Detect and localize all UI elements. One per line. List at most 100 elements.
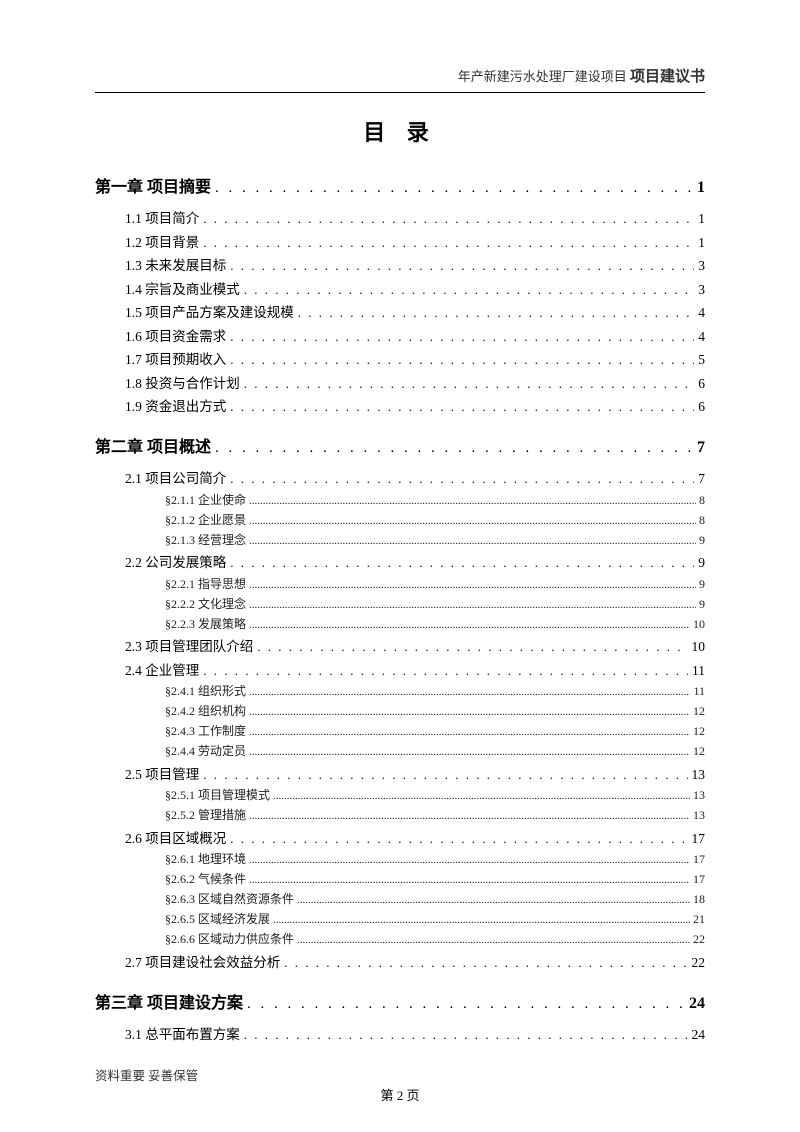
toc-entry-page: 12 [693,704,705,719]
toc-entry-label: §2.6.6 区域动力供应条件 [165,930,294,947]
toc-leader: . . . . . . . . . . . . . . . . . . . . … [230,555,694,571]
header-doc-type: 项目建议书 [630,69,705,85]
toc-entry: §2.2.1 指导思想.............................… [165,575,705,592]
toc-entry: §2.4.3 工作制度.............................… [165,722,705,739]
toc-leader: ........................................… [249,686,690,698]
toc-leader: . . . . . . . . . . . . . . . . . . . . … [230,258,694,274]
toc-entry-label: 第三章 项目建设方案 [95,989,243,1013]
toc-leader: . . . . . . . . . . . . . . . . . . . . … [203,663,688,679]
toc-entry: 第三章 项目建设方案. . . . . . . . . . . . . . . … [95,989,705,1013]
toc-entry: 1.2 项目背景. . . . . . . . . . . . . . . . … [125,231,705,251]
toc-leader: ........................................… [249,579,696,591]
toc-entry-page: 11 [693,684,705,699]
toc-leader: ........................................… [249,599,696,611]
toc-entry-page: 12 [693,724,705,739]
toc-entry-label: §2.2.2 文化理念 [165,595,246,612]
toc-entry-label: §2.6.2 气候条件 [165,870,246,887]
toc-entry: §2.2.2 文化理念.............................… [165,595,705,612]
toc-entry-page: 1 [697,179,705,197]
toc-entry-page: 9 [699,577,705,592]
toc-entry-page: 5 [698,352,705,368]
toc-leader: . . . . . . . . . . . . . . . . . . . . … [230,399,694,415]
toc-entry: 1.5 项目产品方案及建设规模. . . . . . . . . . . . .… [125,301,705,321]
toc-entry: §2.4.1 组织形式.............................… [165,682,705,699]
toc-entry: 1.3 未来发展目标. . . . . . . . . . . . . . . … [125,254,705,274]
toc-entry-page: 22 [692,955,706,971]
header-project-name: 年产新建污水处理厂建设项目 [458,69,627,84]
toc-entry-label: §2.1.2 企业愿景 [165,511,246,528]
toc-entry-page: 22 [693,932,705,947]
toc-entry-page: 21 [693,912,705,927]
toc-entry: §2.1.1 企业使命.............................… [165,491,705,508]
toc-entry: §2.4.2 组织机构.............................… [165,702,705,719]
toc-entry-label: 第二章 项目概述 [95,433,211,457]
toc-entry: 1.9 资金退出方式. . . . . . . . . . . . . . . … [125,395,705,415]
toc-leader: . . . . . . . . . . . . . . . . . . . . … [244,1027,688,1043]
toc-entry-page: 9 [699,533,705,548]
toc-entry-label: §2.4.2 组织机构 [165,702,246,719]
toc-entry-page: 3 [698,282,705,298]
toc-entry: §2.5.1 项目管理模式...........................… [165,786,705,803]
toc-entry: 2.6 项目区域概况. . . . . . . . . . . . . . . … [125,827,705,847]
toc-entry-page: 1 [698,235,705,251]
toc-entry-page: 24 [692,1027,706,1043]
toc-leader: . . . . . . . . . . . . . . . . . . . . … [203,767,687,783]
toc-leader: . . . . . . . . . . . . . . . . . . . . … [215,440,693,457]
toc-leader: ........................................… [249,706,690,718]
toc-leader: ........................................… [273,914,690,926]
toc-entry-label: 1.8 投资与合作计划 [125,372,240,392]
toc-entry-label: §2.5.2 管理措施 [165,806,246,823]
toc-entry-label: §2.2.1 指导思想 [165,575,246,592]
toc-entry-page: 6 [698,399,705,415]
toc-entry-page: 7 [697,439,705,457]
toc-entry: 2.7 项目建设社会效益分析. . . . . . . . . . . . . … [125,951,705,971]
toc-entry-label: §2.2.3 发展策略 [165,615,246,632]
toc-entry-page: 13 [693,788,705,803]
toc-entry-page: 7 [698,471,705,487]
toc-entry-label: 1.1 项目简介 [125,207,199,227]
toc-entry-label: 2.5 项目管理 [125,763,199,783]
toc-entry: §2.5.2 管理措施.............................… [165,806,705,823]
toc-entry-label: 1.4 宗旨及商业模式 [125,278,240,298]
toc-entry-label: §2.4.1 组织形式 [165,682,246,699]
toc-entry-label: 2.2 公司发展策略 [125,551,226,571]
toc-entry-page: 10 [692,639,706,655]
toc-entry: 3.1 总平面布置方案. . . . . . . . . . . . . . .… [125,1023,705,1043]
toc-leader: . . . . . . . . . . . . . . . . . . . . … [230,471,694,487]
page-header: 年产新建污水处理厂建设项目 项目建议书 [95,65,705,93]
toc-leader: . . . . . . . . . . . . . . . . . . . . … [230,329,694,345]
toc-entry: 2.3 项目管理团队介绍. . . . . . . . . . . . . . … [125,635,705,655]
toc-entry: 2.2 公司发展策略. . . . . . . . . . . . . . . … [125,551,705,571]
toc-leader: ........................................… [249,535,696,547]
toc-entry-page: 10 [693,617,705,632]
toc-entry: §2.2.3 发展策略.............................… [165,615,705,632]
toc-entry-page: 1 [698,211,705,227]
toc-entry-label: 1.9 资金退出方式 [125,395,226,415]
toc-leader: ........................................… [249,854,690,866]
toc-entry-page: 9 [698,555,705,571]
toc-leader: ........................................… [249,619,690,631]
toc-entry-page: 13 [693,808,705,823]
toc-entry-page: 9 [699,597,705,612]
toc-entry: §2.1.3 经营理念.............................… [165,531,705,548]
toc-title: 目 录 [95,115,705,147]
toc-entry-label: 3.1 总平面布置方案 [125,1023,240,1043]
toc-entry-page: 17 [693,852,705,867]
toc-leader: . . . . . . . . . . . . . . . . . . . . … [203,235,694,251]
toc-entry-page: 11 [692,663,705,679]
toc-entry-page: 8 [699,493,705,508]
toc-entry-label: §2.1.1 企业使命 [165,491,246,508]
toc-entry-label: 1.2 项目背景 [125,231,199,251]
toc-entry-page: 18 [693,892,705,907]
toc-entry-label: 1.5 项目产品方案及建设规模 [125,301,294,321]
toc-leader: . . . . . . . . . . . . . . . . . . . . … [284,955,687,971]
toc-entry-label: §2.4.4 劳动定员 [165,742,246,759]
toc-leader: ........................................… [297,934,690,946]
toc-entry-label: §2.6.1 地理环境 [165,850,246,867]
toc-leader: . . . . . . . . . . . . . . . . . . . . … [230,831,687,847]
toc-container: 第一章 项目摘要. . . . . . . . . . . . . . . . … [95,173,705,1043]
toc-entry-page: 13 [692,767,706,783]
toc-entry-label: §2.4.3 工作制度 [165,722,246,739]
toc-entry-label: 1.3 未来发展目标 [125,254,226,274]
toc-entry: 1.4 宗旨及商业模式. . . . . . . . . . . . . . .… [125,278,705,298]
